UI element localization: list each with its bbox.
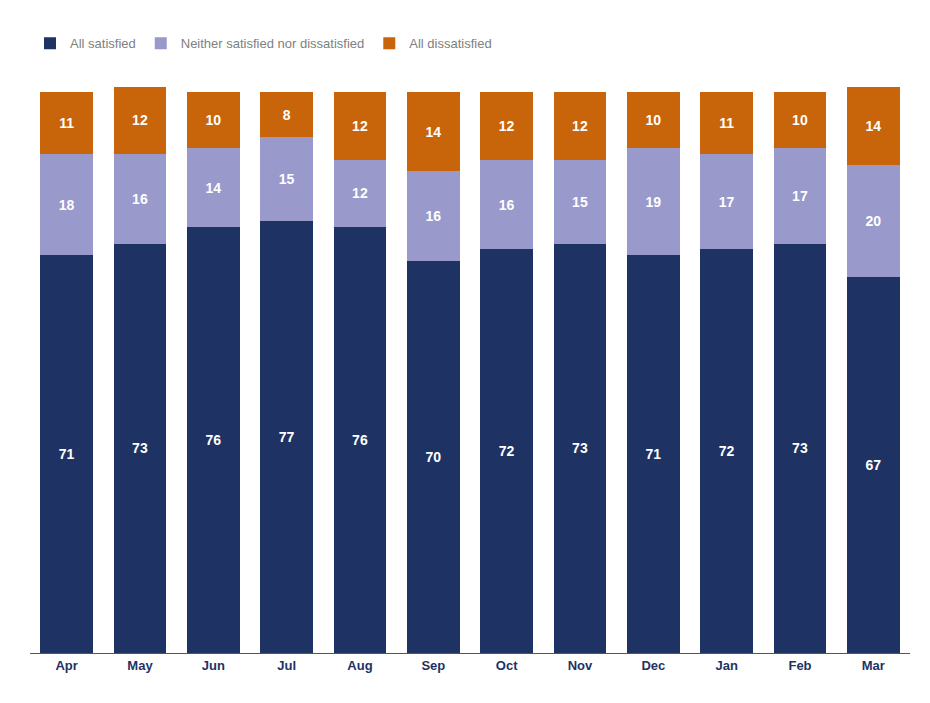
svg-text:72: 72 (499, 443, 515, 459)
svg-text:76: 76 (352, 432, 368, 448)
svg-text:20: 20 (865, 213, 881, 229)
svg-text:Dec: Dec (641, 658, 665, 673)
svg-text:67: 67 (865, 457, 881, 473)
svg-text:12: 12 (132, 112, 148, 128)
svg-text:May: May (127, 658, 153, 673)
svg-text:70: 70 (425, 449, 441, 465)
svg-text:73: 73 (572, 440, 588, 456)
svg-text:16: 16 (499, 197, 515, 213)
svg-text:Sep: Sep (421, 658, 445, 673)
svg-text:All dissatisfied: All dissatisfied (409, 36, 491, 51)
svg-text:All satisfied: All satisfied (70, 36, 136, 51)
svg-text:Jul: Jul (277, 658, 296, 673)
svg-text:Feb: Feb (788, 658, 811, 673)
svg-text:17: 17 (719, 194, 735, 210)
svg-text:72: 72 (719, 443, 735, 459)
svg-text:10: 10 (792, 112, 808, 128)
svg-text:15: 15 (279, 171, 295, 187)
svg-text:Jan: Jan (715, 658, 737, 673)
svg-text:Aug: Aug (347, 658, 372, 673)
svg-text:17: 17 (792, 188, 808, 204)
svg-text:14: 14 (865, 118, 881, 134)
svg-text:12: 12 (572, 118, 588, 134)
svg-text:73: 73 (792, 440, 808, 456)
svg-text:16: 16 (425, 208, 441, 224)
svg-text:71: 71 (645, 446, 661, 462)
svg-text:Apr: Apr (55, 658, 77, 673)
svg-text:73: 73 (132, 440, 148, 456)
svg-text:8: 8 (283, 107, 291, 123)
svg-text:19: 19 (645, 194, 661, 210)
svg-text:14: 14 (425, 124, 441, 140)
svg-text:18: 18 (59, 197, 75, 213)
svg-text:10: 10 (205, 112, 221, 128)
svg-text:12: 12 (499, 118, 515, 134)
svg-text:12: 12 (352, 185, 368, 201)
svg-text:71: 71 (59, 446, 75, 462)
svg-text:11: 11 (59, 115, 74, 131)
svg-text:Mar: Mar (862, 658, 885, 673)
svg-text:Nov: Nov (568, 658, 593, 673)
svg-text:10: 10 (645, 112, 661, 128)
svg-text:Oct: Oct (496, 658, 518, 673)
svg-text:12: 12 (352, 118, 368, 134)
svg-text:76: 76 (205, 432, 221, 448)
svg-text:15: 15 (572, 194, 588, 210)
svg-text:11: 11 (719, 115, 734, 131)
svg-text:Jun: Jun (202, 658, 225, 673)
svg-text:14: 14 (205, 180, 221, 196)
svg-text:Neither satisfied nor dissatis: Neither satisfied nor dissatisfied (181, 36, 365, 51)
svg-text:77: 77 (279, 429, 295, 445)
svg-text:16: 16 (132, 191, 148, 207)
